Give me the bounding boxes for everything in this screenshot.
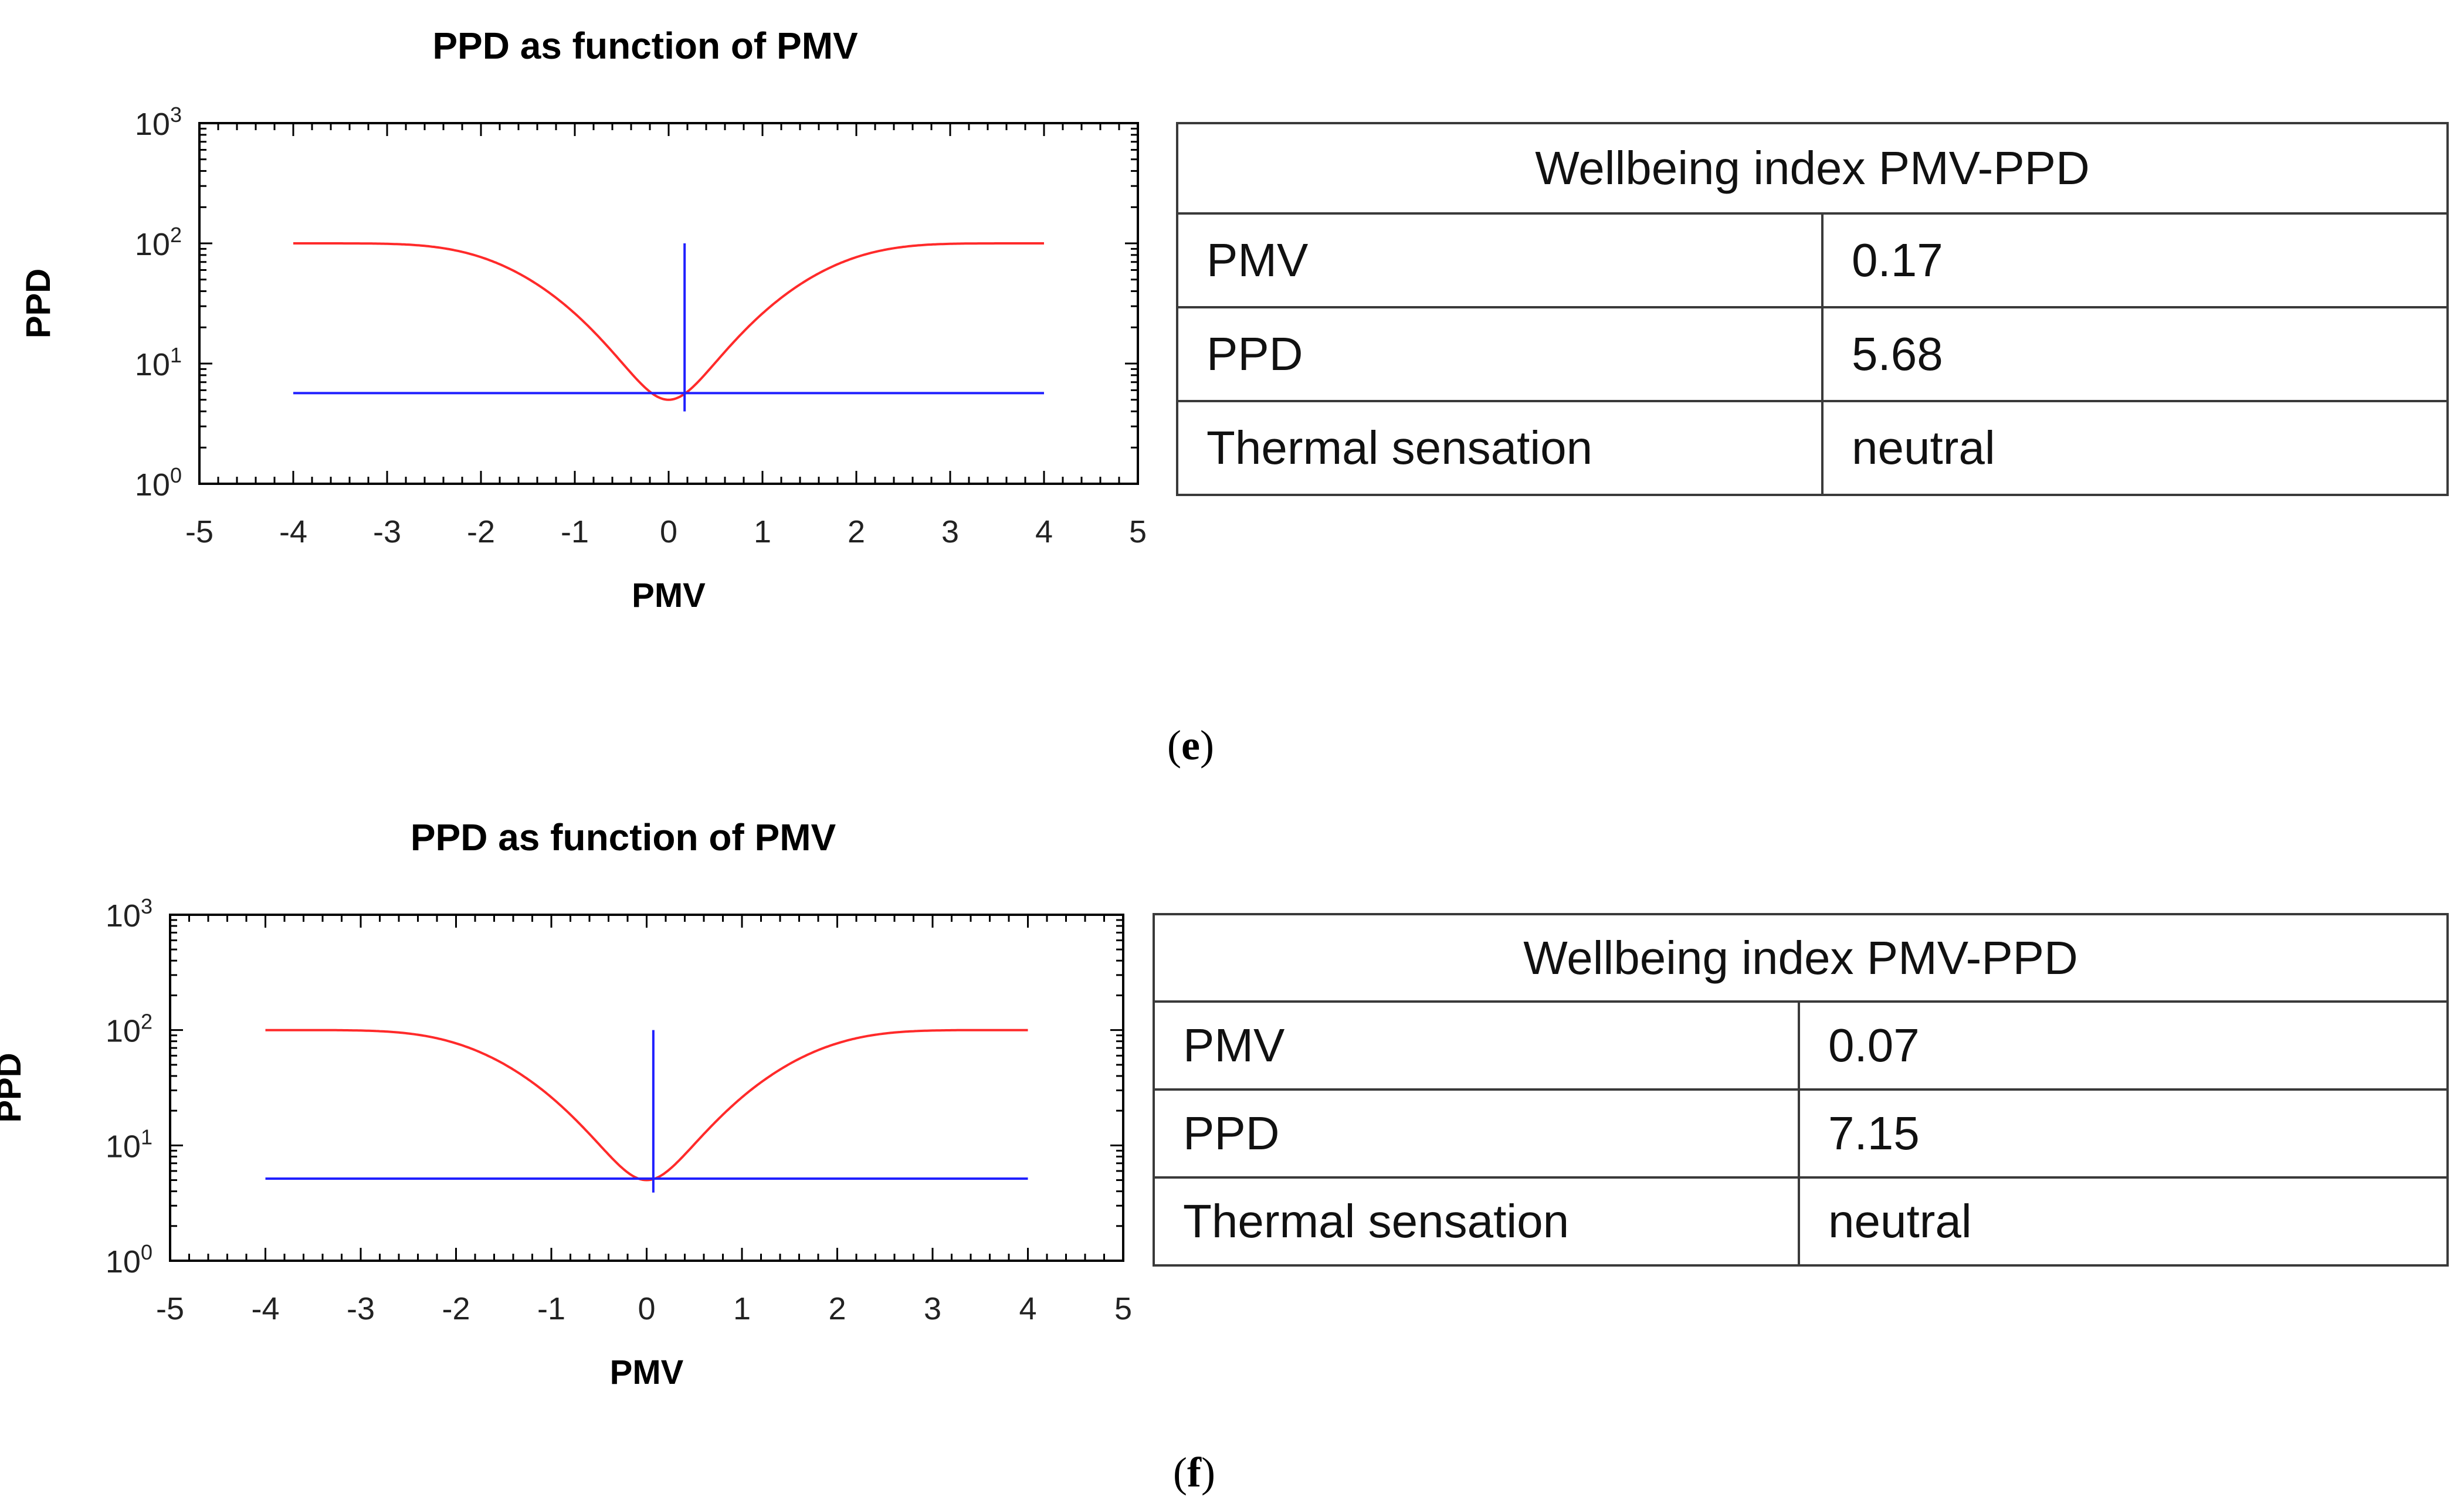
row-value: 7.15 [1798, 1088, 2449, 1179]
table-row: Thermal sensation neutral [1153, 1176, 2449, 1267]
x-axis-label: PMV [610, 1353, 684, 1391]
y-tick-label: 102 [135, 223, 182, 262]
row-label: PMV [1176, 212, 1824, 308]
x-tick-label: 1 [754, 514, 771, 549]
table-row: PPD 7.15 [1153, 1088, 2449, 1179]
row-label: PPD [1176, 306, 1824, 402]
x-tick-label: 1 [733, 1291, 751, 1326]
plot-frame [198, 122, 1139, 485]
table-header: Wellbeing index PMV-PPD [1153, 913, 2449, 1003]
row-label: Thermal sensation [1153, 1176, 1800, 1267]
x-tick-label: -1 [537, 1291, 565, 1326]
table-header: Wellbeing index PMV-PPD [1176, 122, 2449, 215]
y-tick-label: 100 [135, 463, 182, 503]
ppd-chart-e: PPD as function of PMV -5 -4 -3 -2 -1 0 1 2 3 4 5 10… [19, 25, 1147, 615]
ppd-curve-line [265, 1029, 1028, 1182]
row-label: Thermal sensation [1176, 400, 1824, 496]
row-label: PMV [1153, 1000, 1800, 1091]
y-tick-label: 103 [135, 103, 182, 142]
x-tick-label: -5 [156, 1291, 184, 1326]
x-tick-label: -4 [251, 1291, 279, 1326]
y-tick-label: 103 [106, 894, 152, 934]
x-tick-label: -2 [467, 514, 495, 549]
x-tick-label: 3 [941, 514, 959, 549]
table-row: PMV 0.17 [1176, 212, 2449, 308]
x-tick-label: -4 [279, 514, 307, 549]
plot-frame [169, 914, 1124, 1262]
x-tick-label: 0 [638, 1291, 655, 1326]
panel-caption: (f) [1173, 1449, 1215, 1496]
row-value: 5.68 [1821, 306, 2449, 402]
y-axis-label: PPD [0, 1053, 28, 1122]
row-value: 0.17 [1821, 212, 2449, 308]
x-tick-label: -5 [185, 514, 213, 549]
figure-panel-f: PPD as function of PMV -5 -4 -3 -2 -1 0 1 2 3 4 5 10… [0, 780, 2464, 1507]
y-tick-label: 100 [106, 1240, 152, 1279]
x-tick-label: 0 [660, 514, 677, 549]
x-tick-label: 5 [1129, 514, 1147, 549]
chart-title: PPD as function of PMV [432, 25, 858, 67]
y-tick-label: 101 [106, 1125, 152, 1164]
x-tick-label: 5 [1114, 1291, 1132, 1326]
x-tick-label: 4 [1035, 514, 1053, 549]
panel-caption: (e) [1167, 722, 1214, 769]
x-tick-label: 4 [1019, 1291, 1036, 1326]
x-tick-label: -3 [373, 514, 401, 549]
row-value: neutral [1798, 1176, 2449, 1267]
x-tick-label: -1 [561, 514, 589, 549]
wellbeing-table-e: Wellbeing index PMV-PPD PMV 0.17 PPD 5.6… [1176, 122, 2449, 496]
chart-title: PPD as function of PMV [411, 816, 836, 858]
figure-panel-e: PPD as function of PMV -5 -4 -3 -2 -1 0 1 2 3 4 5 10… [19, 25, 2449, 769]
x-tick-label: 2 [848, 514, 865, 549]
table-row: PPD 5.68 [1176, 306, 2449, 402]
x-tick-label: 2 [828, 1291, 846, 1326]
wellbeing-table-f: Wellbeing index PMV-PPD PMV 0.07 PPD 7.1… [1153, 913, 2449, 1267]
row-value: 0.07 [1798, 1000, 2449, 1091]
x-tick-label: -2 [442, 1291, 470, 1326]
ppd-curve-line [293, 242, 1044, 401]
ppd-chart-f: PPD as function of PMV -5 -4 -3 -2 -1 0 1 2 3 4 5 10… [0, 816, 1132, 1391]
table-row: PMV 0.07 [1153, 1000, 2449, 1091]
row-value: neutral [1821, 400, 2449, 496]
row-label: PPD [1153, 1088, 1800, 1179]
x-axis-label: PMV [632, 576, 706, 615]
y-tick-label: 101 [135, 343, 182, 382]
y-tick-label: 102 [106, 1010, 152, 1049]
table-row: Thermal sensation neutral [1176, 400, 2449, 496]
y-axis-label: PPD [19, 269, 57, 338]
x-tick-label: -3 [347, 1291, 375, 1326]
x-tick-label: 3 [924, 1291, 941, 1326]
